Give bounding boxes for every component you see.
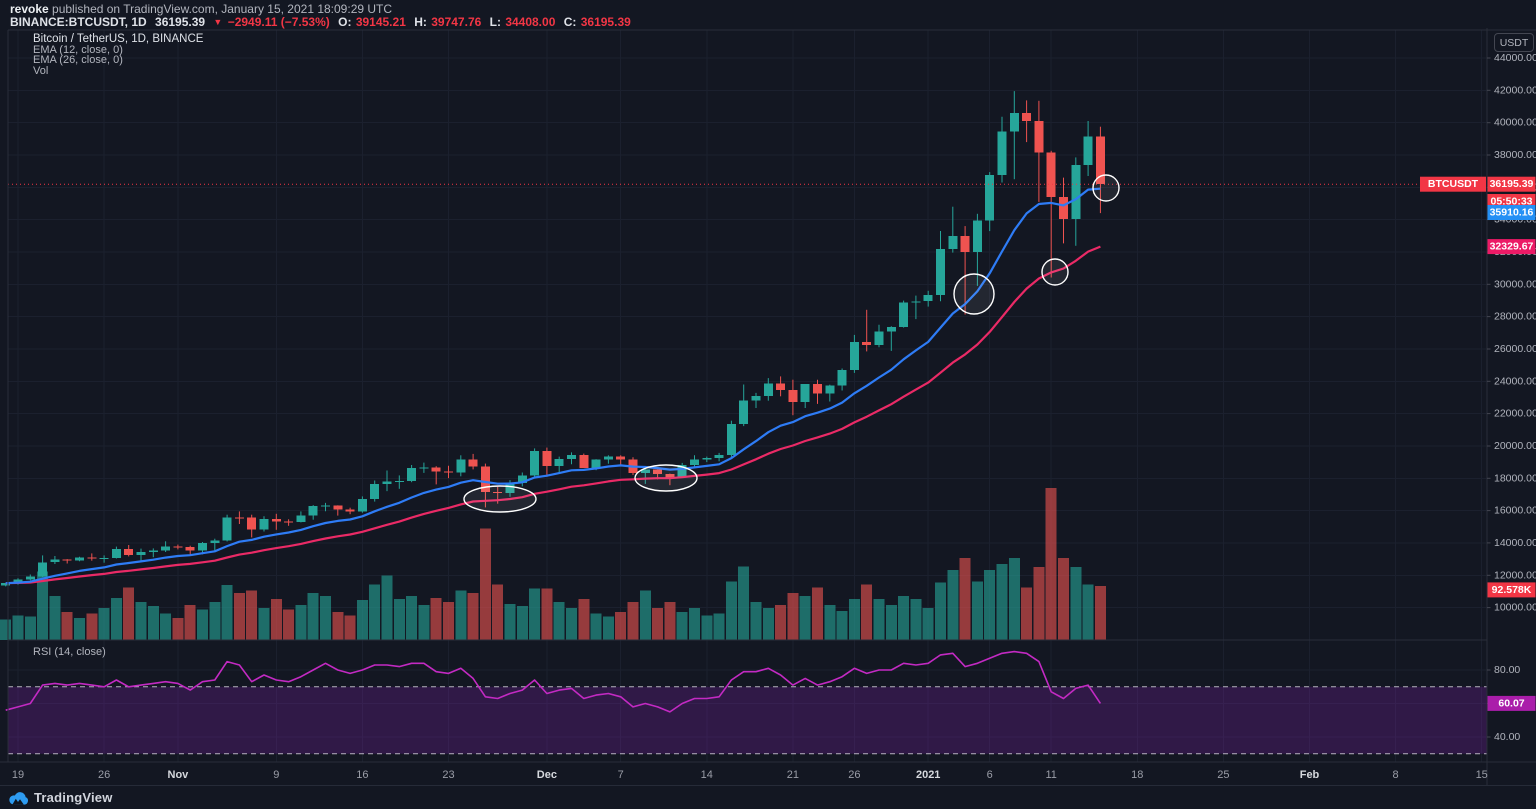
annotation-circles[interactable]	[463, 174, 1120, 513]
svg-text:Dec: Dec	[537, 769, 557, 781]
svg-text:12000.00: 12000.00	[1494, 569, 1536, 581]
svg-text:24000.00: 24000.00	[1494, 375, 1536, 387]
svg-text:9: 9	[273, 769, 279, 781]
svg-text:30000.00: 30000.00	[1494, 278, 1536, 290]
svg-text:26: 26	[98, 769, 110, 781]
rsi-band	[8, 686, 1487, 755]
svg-text:42000.00: 42000.00	[1494, 84, 1536, 96]
svg-text:32329.67: 32329.67	[1490, 241, 1534, 253]
svg-text:36195.39: 36195.39	[1490, 178, 1534, 190]
close-label: C:	[563, 15, 577, 29]
svg-text:6: 6	[987, 769, 993, 781]
svg-text:35910.16: 35910.16	[1490, 207, 1534, 219]
svg-text:10000.00: 10000.00	[1494, 602, 1536, 614]
svg-text:BTCUSDT: BTCUSDT	[1428, 178, 1479, 190]
tradingview-logo-icon[interactable]	[9, 791, 28, 805]
publish-info: revoke published on TradingView.com, Jan…	[10, 2, 392, 16]
svg-text:80.00: 80.00	[1494, 664, 1520, 676]
svg-text:14: 14	[701, 769, 713, 781]
svg-text:40.00: 40.00	[1494, 731, 1520, 743]
author-name: revoke	[10, 2, 49, 16]
svg-text:40000.00: 40000.00	[1494, 117, 1536, 129]
svg-text:Nov: Nov	[168, 769, 190, 781]
ema12-line	[5, 187, 1101, 585]
svg-text:2021: 2021	[916, 769, 940, 781]
last-price-badge: 36195.39	[1487, 176, 1536, 192]
down-triangle-icon: ▼	[213, 17, 223, 27]
high-label: H:	[414, 15, 427, 29]
legend-ema12[interactable]: EMA (12, close, 0)	[33, 43, 123, 56]
main-pane-legend: Bitcoin / TetherUS, 1D, BINANCE EMA (12,…	[33, 34, 203, 76]
svg-text:25: 25	[1217, 769, 1229, 781]
low-label: L:	[489, 15, 501, 29]
svg-text:20000.00: 20000.00	[1494, 440, 1536, 452]
last-price: 36195.39	[155, 15, 206, 29]
high-value: 39747.76	[431, 15, 482, 29]
open-value: 39145.21	[355, 15, 406, 29]
currency-toggle-button[interactable]: USDT	[1494, 33, 1534, 52]
footer-bar: TradingView	[0, 785, 1536, 809]
svg-text:22000.00: 22000.00	[1494, 408, 1536, 420]
tradingview-watermark[interactable]: TradingView	[34, 790, 113, 805]
time-axis[interactable]: 19 26 Nov 9 16 23 Dec 7 14 21 26 2021 6 11 18 25 Feb 8 15	[12, 769, 1488, 781]
svg-text:28000.00: 28000.00	[1494, 311, 1536, 323]
symbol-ticker-badge: BTCUSDT	[1420, 176, 1486, 192]
rsi-line	[5, 650, 1102, 713]
grid-layer	[8, 30, 1487, 762]
svg-text:16000.00: 16000.00	[1494, 505, 1536, 517]
price-axis[interactable]: 44000.0042000.0040000.0038000.0036000.00…	[1487, 52, 1536, 743]
svg-text:26: 26	[848, 769, 860, 781]
legend-symbol-title[interactable]: Bitcoin / TetherUS, 1D, BINANCE	[33, 33, 204, 45]
symbol-ohlc-row: BINANCE:BTCUSDT, 1D 36195.39 ▼ −2949.11 …	[10, 15, 636, 29]
rsi-pane-legend[interactable]: RSI (14, close)	[33, 646, 106, 658]
svg-text:05:50:33: 05:50:33	[1490, 196, 1532, 208]
close-value: 36195.39	[580, 15, 631, 29]
volume-value-badge: 92.578K	[1487, 582, 1536, 598]
svg-text:11: 11	[1045, 769, 1056, 781]
svg-text:18000.00: 18000.00	[1494, 472, 1536, 484]
ema26-value-badge: 32329.67	[1487, 239, 1536, 255]
rsi-value-badge: 60.07	[1487, 695, 1536, 711]
svg-text:18: 18	[1131, 769, 1143, 781]
symbol-label: BINANCE:BTCUSDT, 1D	[10, 15, 147, 29]
svg-text:44000.00: 44000.00	[1494, 52, 1536, 64]
ema26-line	[5, 245, 1101, 585]
svg-text:8: 8	[1393, 769, 1399, 781]
svg-text:38000.00: 38000.00	[1494, 149, 1536, 161]
svg-text:15: 15	[1476, 769, 1488, 781]
pane-frame	[0, 28, 1536, 785]
open-label: O:	[338, 15, 352, 29]
legend-ema26[interactable]: EMA (26, close, 0)	[33, 54, 123, 66]
svg-text:26000.00: 26000.00	[1494, 343, 1536, 355]
svg-text:16: 16	[356, 769, 368, 781]
svg-text:7: 7	[618, 769, 624, 781]
svg-text:Feb: Feb	[1300, 769, 1320, 781]
svg-text:60.07: 60.07	[1498, 697, 1524, 709]
low-value: 34408.00	[505, 15, 556, 29]
svg-text:14000.00: 14000.00	[1494, 537, 1536, 549]
publish-text: published on TradingView.com, January 15…	[48, 2, 393, 16]
svg-text:23: 23	[442, 769, 454, 781]
candles-layer	[1, 91, 1105, 587]
svg-text:21: 21	[787, 769, 799, 781]
svg-text:19: 19	[12, 769, 24, 781]
svg-text:92.578K: 92.578K	[1492, 584, 1532, 596]
legend-volume[interactable]: Vol	[33, 64, 49, 77]
volume-bars	[0, 488, 1106, 640]
change-value: −2949.11 (−7.53%)	[227, 15, 330, 29]
ema12-value-badge: 35910.16	[1487, 205, 1536, 220]
